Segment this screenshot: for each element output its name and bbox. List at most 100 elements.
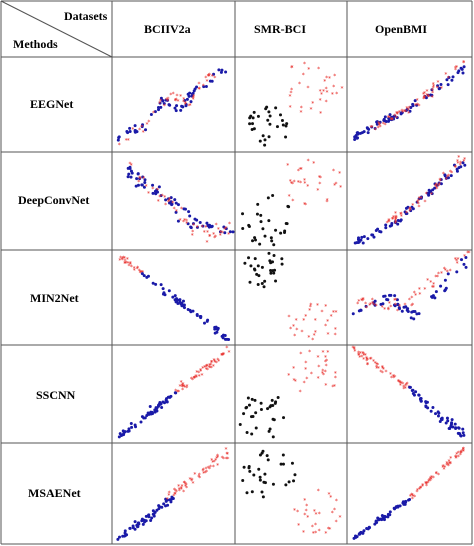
point-c-26 bbox=[268, 114, 272, 118]
point-b-29: * bbox=[227, 231, 230, 238]
point-b-21: * bbox=[293, 507, 296, 514]
point-b-12: * bbox=[159, 98, 162, 105]
point-b-49: * bbox=[394, 215, 397, 222]
point-b-15: * bbox=[190, 477, 193, 484]
point-b-8: * bbox=[180, 379, 183, 386]
point-b-21: * bbox=[395, 216, 398, 223]
point-b-36: * bbox=[454, 257, 457, 264]
point-b-28: * bbox=[293, 179, 296, 186]
point-b-52: * bbox=[212, 357, 215, 364]
point-b-19: * bbox=[129, 261, 132, 268]
point-a-7 bbox=[203, 321, 207, 325]
point-a-13 bbox=[461, 161, 465, 165]
row-label-eegnet: EEGNet bbox=[30, 97, 74, 111]
point-b-5: * bbox=[216, 454, 219, 461]
point-b-16: * bbox=[335, 519, 338, 526]
point-b-45: * bbox=[447, 75, 450, 82]
point-a-43 bbox=[212, 72, 216, 76]
point-a-61 bbox=[419, 196, 423, 200]
point-a-9 bbox=[143, 181, 147, 185]
point-c-20 bbox=[252, 127, 256, 131]
point-c-23 bbox=[267, 110, 271, 114]
point-a-13 bbox=[393, 294, 397, 298]
point-b-12: * bbox=[299, 351, 302, 358]
point-a-36 bbox=[400, 309, 404, 313]
point-a-31 bbox=[147, 515, 151, 519]
point-b-44: * bbox=[216, 453, 219, 460]
point-b-37: * bbox=[394, 214, 397, 221]
point-a-45 bbox=[437, 411, 441, 415]
point-b-25: * bbox=[174, 488, 177, 495]
point-b-50: * bbox=[176, 389, 179, 396]
point-b-24: * bbox=[326, 199, 329, 206]
point-b-15: * bbox=[296, 509, 299, 516]
point-a-47 bbox=[214, 327, 218, 331]
point-b-23: * bbox=[221, 353, 224, 360]
point-a-28 bbox=[443, 289, 447, 293]
point-c-23 bbox=[244, 406, 248, 410]
point-a-44 bbox=[119, 434, 123, 438]
point-a-42 bbox=[382, 518, 386, 522]
header-datasets-label: Datasets bbox=[64, 9, 108, 23]
point-b-12: * bbox=[446, 269, 449, 276]
point-c-24 bbox=[286, 204, 290, 208]
point-b-20: * bbox=[432, 83, 435, 90]
point-c-10 bbox=[280, 257, 284, 261]
point-a-1 bbox=[173, 106, 177, 110]
point-b-22: * bbox=[323, 78, 326, 85]
point-a-60 bbox=[415, 103, 419, 107]
point-b-11: * bbox=[309, 302, 312, 309]
point-b-9: * bbox=[301, 329, 304, 336]
point-b-11: * bbox=[219, 229, 222, 236]
point-c-20 bbox=[283, 231, 287, 235]
point-c-6 bbox=[267, 135, 271, 139]
point-b-13: * bbox=[383, 306, 386, 313]
point-a-47 bbox=[135, 177, 139, 181]
point-b-2: * bbox=[225, 345, 228, 352]
point-b-30: * bbox=[392, 375, 395, 382]
point-a-30 bbox=[191, 91, 195, 95]
point-b-41: * bbox=[392, 374, 395, 381]
point-b-40: * bbox=[174, 388, 177, 395]
point-b-21: * bbox=[371, 301, 374, 308]
scatter-min2net-smr-bci: ********** *************** *** bbox=[243, 251, 337, 344]
point-c-29 bbox=[272, 418, 276, 422]
point-b-24: * bbox=[394, 302, 397, 309]
point-a-41 bbox=[438, 86, 442, 90]
point-b-36: * bbox=[394, 219, 397, 226]
point-a-68 bbox=[404, 109, 408, 113]
point-b-18: * bbox=[173, 491, 176, 498]
point-b-9: * bbox=[191, 232, 194, 239]
point-b-31: * bbox=[357, 353, 360, 360]
point-b-41: * bbox=[193, 375, 196, 382]
point-b-3: * bbox=[299, 166, 302, 173]
point-a-69 bbox=[375, 122, 379, 126]
point-b-32: * bbox=[192, 222, 195, 229]
point-b-22: * bbox=[338, 515, 341, 522]
point-b-15: * bbox=[206, 230, 209, 237]
point-a-51 bbox=[195, 218, 199, 222]
point-a-34 bbox=[433, 296, 437, 300]
point-b-33: * bbox=[197, 81, 200, 88]
point-b-42: * bbox=[395, 115, 398, 122]
point-b-8: * bbox=[304, 202, 307, 209]
point-b-33: * bbox=[207, 465, 210, 472]
point-a-21 bbox=[437, 181, 441, 185]
point-a-6 bbox=[148, 405, 152, 409]
point-b-18: * bbox=[219, 233, 222, 240]
point-b-48: * bbox=[129, 161, 132, 168]
header-diagonal-line bbox=[0, 0, 113, 58]
point-b-1: * bbox=[289, 105, 292, 112]
point-b-40: * bbox=[425, 89, 428, 96]
point-b-11: * bbox=[138, 268, 141, 275]
point-a-44 bbox=[173, 294, 177, 298]
point-c-19 bbox=[256, 282, 260, 286]
point-a-43 bbox=[195, 313, 199, 317]
point-a-58 bbox=[189, 225, 193, 229]
point-a-58 bbox=[156, 106, 160, 110]
point-a-29 bbox=[217, 68, 221, 72]
point-b-43: * bbox=[183, 384, 186, 391]
point-b-14: * bbox=[456, 158, 459, 165]
point-b-23: * bbox=[401, 110, 404, 117]
point-b-33: * bbox=[425, 191, 428, 198]
